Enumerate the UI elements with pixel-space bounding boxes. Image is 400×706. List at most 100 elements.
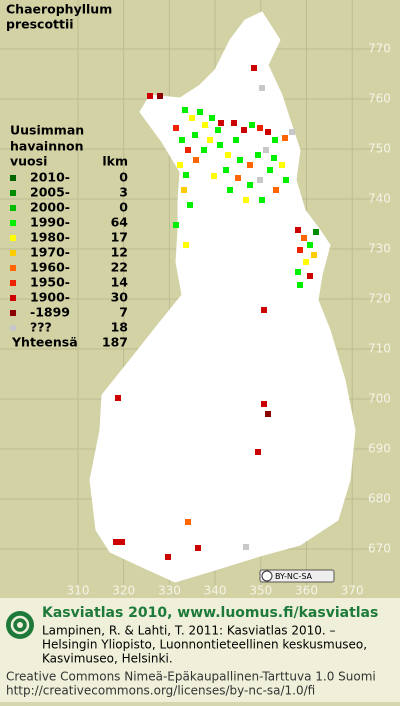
x-tick-label: 320 [112, 584, 135, 598]
occurrence-square [313, 229, 319, 235]
legend-label: 1950- [30, 275, 70, 290]
citation: Helsingin Yliopisto, Luonnontieteellinen… [42, 638, 367, 652]
occurrence-square [263, 147, 269, 153]
footer-heading: Kasviatlas 2010, www.luomus.fi/kasviatla… [42, 605, 378, 621]
y-tick-label: 680 [368, 492, 391, 506]
legend-swatch [10, 265, 16, 271]
occurrence-square [177, 162, 183, 168]
occurrence-square [297, 282, 303, 288]
finland-outline [89, 11, 356, 583]
occurrence-square [243, 197, 249, 203]
occurrence-square [193, 157, 199, 163]
occurrence-square [233, 137, 239, 143]
occurrence-square [247, 182, 253, 188]
footer-background [0, 598, 400, 702]
legend-count: 22 [111, 260, 128, 275]
legend-label: 1960- [30, 260, 70, 275]
legend-swatch [10, 220, 16, 226]
occurrence-square [181, 187, 187, 193]
axis-labels: 310 320 330 340 350 360 3707707607507407307207… [67, 42, 391, 598]
occurrence-square [307, 273, 313, 279]
legend-label: 1980- [30, 230, 70, 245]
occurrence-square [237, 157, 243, 163]
occurrence-square [243, 544, 249, 550]
occurrence-square [311, 252, 317, 258]
species-name: prescottii [6, 17, 74, 32]
occurrence-square [231, 120, 237, 126]
occurrence-square [295, 269, 301, 275]
occurrence-square [261, 307, 267, 313]
legend-header: havainnon [10, 139, 84, 154]
occurrence-square [283, 177, 289, 183]
citation: Lampinen, R. & Lahti, T. 2011: Kasviatla… [42, 624, 336, 638]
occurrence-squares [113, 65, 319, 560]
occurrence-square [173, 125, 179, 131]
occurrence-square [215, 127, 221, 133]
y-tick-label: 730 [368, 242, 391, 256]
x-tick-label: 330 [158, 584, 181, 598]
legend-label: 1900- [30, 290, 70, 305]
legend-swatch [10, 280, 16, 286]
legend-count: 3 [119, 185, 128, 200]
legend-label: 2010- [30, 170, 70, 185]
y-tick-label: 750 [368, 142, 391, 156]
y-tick-label: 760 [368, 92, 391, 106]
occurrence-square [267, 167, 273, 173]
occurrence-square [303, 259, 309, 265]
legend-label: 2000- [30, 200, 70, 215]
legend-header: Uusimman [10, 123, 84, 138]
legend-swatch [10, 325, 16, 331]
license-url: http://creativecommons.org/licenses/by-n… [6, 684, 315, 698]
occurrence-square [257, 125, 263, 131]
occurrence-square [279, 162, 285, 168]
legend-swatch [10, 205, 16, 211]
occurrence-square [223, 167, 229, 173]
y-tick-label: 710 [368, 342, 391, 356]
occurrence-square [165, 554, 171, 560]
cc-icon [261, 570, 273, 582]
occurrence-square [265, 411, 271, 417]
y-tick-label: 720 [368, 292, 391, 306]
legend-label: 1970- [30, 245, 70, 260]
occurrence-square [307, 242, 313, 248]
occurrence-square [301, 235, 307, 241]
occurrence-square [218, 120, 224, 126]
occurrence-square [119, 539, 125, 545]
occurrence-square [147, 93, 153, 99]
occurrence-square [225, 152, 231, 158]
legend-count: 0 [119, 170, 128, 185]
occurrence-square [202, 122, 208, 128]
occurrence-square [272, 137, 278, 143]
legend-swatch [10, 175, 16, 181]
legend: 2010- 0 2005- 3 2000- 0 1990- 64 1980- 17 1970- 12 1… [10, 170, 128, 335]
total-count: 187 [102, 335, 128, 350]
license-badge-text: BY-NC-SA [275, 572, 313, 581]
legend-header: lkm [102, 154, 128, 169]
logo [6, 611, 34, 639]
y-tick-label: 690 [368, 442, 391, 456]
legend-header: vuosi [10, 154, 47, 169]
x-tick-label: 360 [295, 584, 318, 598]
y-tick-label: 740 [368, 192, 391, 206]
legend-count: 30 [111, 290, 129, 305]
occurrence-square [182, 107, 188, 113]
occurrence-square [289, 129, 295, 135]
occurrence-square [255, 449, 261, 455]
occurrence-square [235, 175, 241, 181]
occurrence-square [295, 227, 301, 233]
occurrence-square [113, 539, 119, 545]
occurrence-square [227, 187, 233, 193]
x-tick-label: 350 [249, 584, 272, 598]
occurrence-square [185, 519, 191, 525]
occurrence-square [173, 222, 179, 228]
occurrence-square [297, 247, 303, 253]
occurrence-square [157, 93, 163, 99]
total-label: Yhteensä [11, 335, 78, 350]
x-tick-label: 340 [204, 584, 227, 598]
legend-count: 18 [111, 320, 128, 335]
legend-count: 17 [111, 230, 128, 245]
x-tick-label: 310 [67, 584, 90, 598]
occurrence-square [265, 129, 271, 135]
